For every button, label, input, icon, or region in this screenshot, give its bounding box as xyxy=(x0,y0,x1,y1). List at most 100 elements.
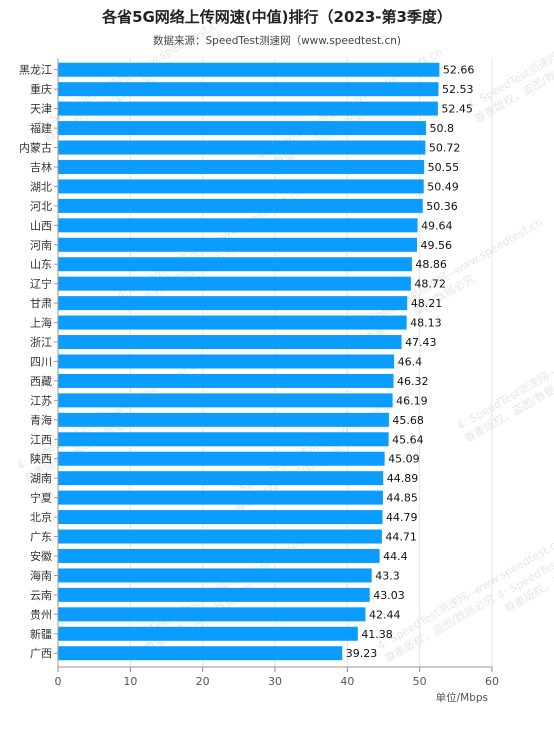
category-label: 浙江 xyxy=(30,336,52,349)
bar xyxy=(58,393,393,408)
bar xyxy=(58,587,370,602)
x-tick-label: 40 xyxy=(340,675,354,688)
category-label: 新疆 xyxy=(30,627,52,641)
category-label: 甘肃 xyxy=(30,297,52,310)
bar xyxy=(58,179,424,194)
category-label: 海南 xyxy=(30,568,52,582)
x-tick-label: 50 xyxy=(413,675,427,688)
value-label: 44.79 xyxy=(386,511,418,524)
category-label: 广东 xyxy=(30,531,52,544)
value-label: 48.21 xyxy=(411,297,443,310)
category-label: 内蒙古 xyxy=(19,141,52,155)
value-label: 44.89 xyxy=(387,472,419,485)
category-label: 上海 xyxy=(30,316,52,330)
bar xyxy=(58,101,438,116)
bar xyxy=(58,568,372,583)
value-label: 44.85 xyxy=(386,492,418,505)
category-label: 山东 xyxy=(30,258,52,271)
x-tick-label: 30 xyxy=(268,675,282,688)
x-tick-label: 20 xyxy=(196,675,210,688)
bar xyxy=(58,237,417,252)
value-label: 48.13 xyxy=(410,317,442,330)
bar xyxy=(58,626,358,641)
category-label: 宁夏 xyxy=(30,491,52,505)
value-label: 49.64 xyxy=(421,219,453,232)
category-label: 北京 xyxy=(30,510,52,524)
value-label: 50.8 xyxy=(429,122,454,135)
bar xyxy=(58,529,382,544)
value-label: 46.19 xyxy=(396,394,428,407)
x-tick-label: 60 xyxy=(485,675,499,688)
category-label: 辽宁 xyxy=(30,277,52,291)
category-label: 云南 xyxy=(30,589,52,602)
category-label: 天津 xyxy=(30,103,52,116)
value-label: 49.56 xyxy=(420,239,452,252)
category-label: 江苏 xyxy=(30,394,52,407)
category-label: 湖北 xyxy=(30,180,52,193)
value-label: 50.72 xyxy=(429,142,461,155)
value-label: 52.66 xyxy=(443,64,475,77)
bar xyxy=(58,607,366,622)
bar xyxy=(58,354,395,369)
bar xyxy=(58,315,407,330)
category-label: 西藏 xyxy=(30,375,52,388)
category-label: 山西 xyxy=(30,219,52,232)
value-label: 48.86 xyxy=(415,258,447,271)
bar xyxy=(58,296,408,311)
value-label: 45.09 xyxy=(388,453,420,466)
bar xyxy=(58,646,343,661)
category-label: 福建 xyxy=(30,121,52,135)
category-label: 江西 xyxy=(30,433,52,446)
bar xyxy=(58,490,383,505)
bar xyxy=(58,373,394,388)
bar xyxy=(58,412,389,427)
category-label: 贵州 xyxy=(30,608,52,621)
category-label: 黑龙江 xyxy=(19,64,52,77)
x-axis-label: 单位/Mbps xyxy=(436,691,488,704)
bar xyxy=(58,140,426,155)
value-label: 50.49 xyxy=(427,180,459,193)
category-label: 河北 xyxy=(30,200,52,213)
value-label: 47.43 xyxy=(405,336,437,349)
bar xyxy=(58,276,411,291)
value-label: 48.72 xyxy=(414,278,446,291)
chart-title: 各省5G网络上传网速(中值)排行（2023-第3季度） xyxy=(102,8,452,26)
category-label: 安徽 xyxy=(30,549,52,563)
value-label: 45.68 xyxy=(392,414,424,427)
value-label: 43.3 xyxy=(375,569,400,582)
value-label: 52.45 xyxy=(441,103,473,116)
value-label: 44.4 xyxy=(383,550,408,563)
category-label: 广西 xyxy=(30,647,52,660)
category-label: 青海 xyxy=(30,413,52,427)
value-label: 46.4 xyxy=(398,355,423,368)
category-label: 四川 xyxy=(30,355,52,368)
chart-subtitle: 数据来源：SpeedTest测速网（www.speedtest.cn) xyxy=(153,35,401,47)
value-label: 42.44 xyxy=(369,608,401,621)
bar xyxy=(58,62,440,77)
watermark-text: 4: SpeedTest测速网--www.speedtest.cn xyxy=(355,216,545,333)
bar xyxy=(58,510,383,525)
category-label: 吉林 xyxy=(30,160,52,174)
value-label: 44.71 xyxy=(385,531,417,544)
value-label: 50.55 xyxy=(428,161,460,174)
category-label: 陕西 xyxy=(30,452,52,466)
value-label: 41.38 xyxy=(361,628,393,641)
value-label: 45.64 xyxy=(392,433,424,446)
bar xyxy=(58,121,426,136)
value-label: 46.32 xyxy=(397,375,429,388)
axis-layer: 0 10 20 30 40 50 60 xyxy=(54,58,499,688)
value-label: 52.53 xyxy=(442,83,474,96)
value-label: 39.23 xyxy=(346,647,378,660)
bar xyxy=(58,432,389,447)
bar xyxy=(58,471,384,486)
bar xyxy=(58,82,439,97)
bar xyxy=(58,335,402,350)
category-label: 河南 xyxy=(30,239,52,252)
bar xyxy=(58,548,380,563)
bar xyxy=(58,451,385,466)
category-label: 湖南 xyxy=(30,472,52,485)
x-tick-label: 10 xyxy=(123,675,137,688)
bar xyxy=(58,257,412,272)
bar-layer: 黑龙江 52.66 重庆 52.53 天津 52.45 福建 50.8 内蒙古 50.72 吉林 50… xyxy=(19,62,475,661)
